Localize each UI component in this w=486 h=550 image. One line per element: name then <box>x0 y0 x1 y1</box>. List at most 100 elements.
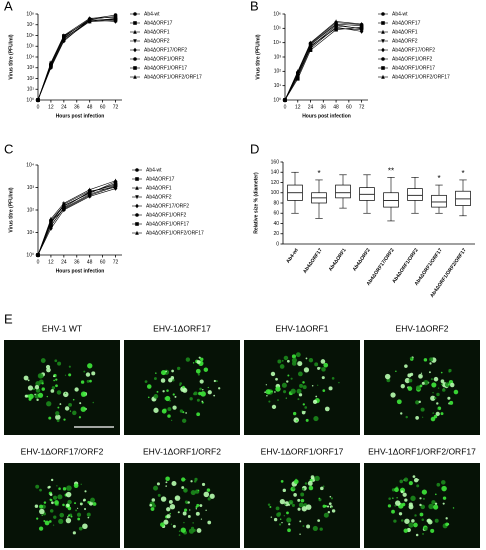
cell-plaque <box>269 506 272 508</box>
significance-label: * <box>317 169 320 178</box>
cell-plaque <box>430 416 436 422</box>
cell-plaque <box>160 522 165 527</box>
cell-plaque <box>277 512 282 516</box>
cell-plaque <box>69 410 72 412</box>
cell-plaque <box>402 502 406 507</box>
x-axis-label: Hours post infection <box>56 113 105 119</box>
cell-plaque <box>305 504 312 510</box>
cell-plaque <box>311 385 314 387</box>
cell-plaque <box>403 477 409 482</box>
cell-plaque <box>283 355 289 361</box>
cell-plaque <box>150 507 155 511</box>
cell-plaque <box>82 523 88 530</box>
cell-plaque <box>291 357 297 363</box>
cell-plaque <box>203 491 210 498</box>
cell-plaque <box>79 502 83 506</box>
cell-plaque <box>435 493 437 496</box>
y-tick-label: 10⁰ <box>26 97 34 103</box>
cell-plaque <box>297 498 301 502</box>
cell-plaque <box>306 524 311 529</box>
cell-plaque <box>78 526 83 531</box>
cell-plaque <box>445 517 448 520</box>
cell-plaque <box>80 501 82 504</box>
marker <box>308 48 313 52</box>
cell-plaque <box>430 378 433 381</box>
cell-plaque <box>394 487 399 493</box>
y-tick-label: 10⁵ <box>26 44 34 50</box>
marker <box>49 223 53 228</box>
cell-plaque <box>423 526 428 531</box>
cell-plaque <box>402 492 407 497</box>
series-line <box>37 18 116 101</box>
cell-plaque <box>180 527 186 533</box>
legend-label: Ab4ΔORF17/ORF2 <box>146 203 189 209</box>
y-tick-label: 10³ <box>27 65 35 71</box>
cell-plaque <box>50 498 53 502</box>
cell-plaque <box>53 379 55 382</box>
cell-plaque <box>307 480 313 486</box>
cell-plaque <box>207 390 212 395</box>
cell-plaque <box>144 380 148 384</box>
cell-plaque <box>56 485 58 487</box>
cell-plaque <box>181 486 185 490</box>
cell-plaque <box>153 485 159 491</box>
legend-label: Ab4ΔORF17 <box>392 20 421 26</box>
x-tick-label: 12 <box>48 104 54 110</box>
marker <box>62 34 66 38</box>
x-tick-label: 12 <box>295 104 301 110</box>
y-tick-label: 40 <box>273 221 279 227</box>
micrograph <box>364 340 480 435</box>
cell-plaque <box>317 384 319 386</box>
cell-plaque <box>195 368 201 374</box>
cell-plaque <box>286 511 289 515</box>
legend-marker <box>381 29 385 34</box>
cell-plaque <box>411 519 415 523</box>
y-tick-label: 10⁰ <box>26 252 34 258</box>
cell-plaque <box>92 502 97 506</box>
cell-plaque <box>393 519 397 523</box>
legend-label: Ab4ΔORF1/ORF2/ORF17 <box>392 74 450 80</box>
cell-plaque <box>328 386 333 391</box>
cell-plaque <box>390 392 396 398</box>
series-line <box>284 23 362 101</box>
cell-plaque <box>426 518 431 523</box>
x-tick-label: 24 <box>61 259 67 265</box>
panel-label: E <box>4 311 13 326</box>
cell-plaque <box>200 391 206 397</box>
cell-plaque <box>277 359 282 364</box>
cell-plaque <box>421 489 427 495</box>
x-tick-label: 72 <box>359 104 365 110</box>
legend-marker <box>381 12 385 16</box>
cell-plaque <box>74 387 79 392</box>
cell-plaque <box>51 501 54 505</box>
cell-plaque <box>170 376 175 380</box>
legend-label: Ab4ΔORF1/ORF17 <box>146 221 189 227</box>
cell-plaque <box>430 395 436 401</box>
cell-plaque <box>199 387 202 391</box>
cell-plaque <box>34 393 36 396</box>
cell-plaque <box>419 512 424 517</box>
box <box>407 188 423 201</box>
cell-plaque <box>281 382 287 388</box>
cell-plaque <box>412 475 416 478</box>
cell-plaque <box>301 506 307 512</box>
cell-plaque <box>449 382 455 388</box>
cell-plaque <box>163 519 169 525</box>
cell-plaque <box>196 412 201 417</box>
marker <box>295 77 300 81</box>
cell-plaque <box>266 394 268 397</box>
cell-plaque <box>48 416 52 420</box>
y-axis-label: Virus titre (PFU/ml) <box>8 187 14 233</box>
cell-plaque <box>53 515 57 519</box>
legend-marker <box>133 12 137 16</box>
cell-plaque <box>404 518 410 524</box>
legend-marker <box>133 66 137 70</box>
cell-plaque <box>167 407 172 411</box>
x-tick-label: Ab4-wt <box>285 247 300 264</box>
cell-plaque <box>286 359 290 363</box>
cell-plaque <box>395 370 397 373</box>
cell-plaque <box>387 504 392 508</box>
legend-label: Ab4ΔORF2 <box>144 38 170 44</box>
cell-plaque <box>198 391 202 396</box>
cell-plaque <box>178 534 181 536</box>
